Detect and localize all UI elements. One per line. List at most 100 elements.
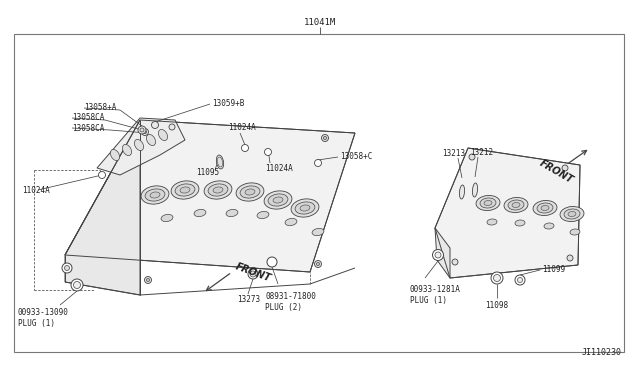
Circle shape xyxy=(562,165,568,171)
Circle shape xyxy=(515,275,525,285)
Text: 13273: 13273 xyxy=(237,295,260,305)
Polygon shape xyxy=(65,120,355,272)
Circle shape xyxy=(250,271,256,277)
Ellipse shape xyxy=(537,203,553,213)
Circle shape xyxy=(141,128,148,135)
Circle shape xyxy=(99,171,106,179)
Polygon shape xyxy=(435,148,580,278)
Ellipse shape xyxy=(159,129,168,141)
Circle shape xyxy=(241,144,248,151)
Circle shape xyxy=(567,255,573,261)
Circle shape xyxy=(518,278,522,282)
Circle shape xyxy=(138,126,146,134)
Text: 00933-1281A
PLUG (1): 00933-1281A PLUG (1) xyxy=(410,285,461,305)
Ellipse shape xyxy=(171,181,199,199)
Ellipse shape xyxy=(560,206,584,222)
Ellipse shape xyxy=(533,201,557,215)
Ellipse shape xyxy=(226,209,238,217)
Text: 11098: 11098 xyxy=(485,301,508,310)
Circle shape xyxy=(491,272,503,284)
Text: 11024A: 11024A xyxy=(228,122,256,131)
Ellipse shape xyxy=(541,205,549,211)
Ellipse shape xyxy=(204,181,232,199)
Circle shape xyxy=(145,276,152,283)
Circle shape xyxy=(264,148,271,155)
Text: 13213: 13213 xyxy=(442,148,465,157)
Ellipse shape xyxy=(544,223,554,229)
Text: 13059+B: 13059+B xyxy=(212,99,244,108)
Circle shape xyxy=(314,160,321,167)
Circle shape xyxy=(140,128,144,132)
Ellipse shape xyxy=(476,195,500,211)
Ellipse shape xyxy=(216,155,223,169)
Ellipse shape xyxy=(487,219,497,225)
Ellipse shape xyxy=(213,187,223,193)
Circle shape xyxy=(71,279,83,291)
Text: 11041M: 11041M xyxy=(304,17,336,26)
Ellipse shape xyxy=(264,191,292,209)
Ellipse shape xyxy=(291,199,319,217)
Text: 13058+A: 13058+A xyxy=(84,103,116,112)
Ellipse shape xyxy=(504,198,528,212)
Ellipse shape xyxy=(141,186,169,204)
Ellipse shape xyxy=(484,201,492,205)
Ellipse shape xyxy=(570,229,580,235)
Circle shape xyxy=(248,269,258,279)
Ellipse shape xyxy=(257,211,269,219)
Circle shape xyxy=(314,260,321,267)
Circle shape xyxy=(62,263,72,273)
Bar xyxy=(14,34,624,352)
Ellipse shape xyxy=(240,186,260,198)
Circle shape xyxy=(147,279,150,282)
Text: FRONT: FRONT xyxy=(538,158,575,186)
Text: 13058CA: 13058CA xyxy=(72,124,104,132)
Ellipse shape xyxy=(515,220,525,226)
Text: 13212: 13212 xyxy=(470,148,493,157)
Ellipse shape xyxy=(122,144,132,155)
Circle shape xyxy=(317,263,319,266)
Ellipse shape xyxy=(111,150,120,161)
Ellipse shape xyxy=(273,197,283,203)
Circle shape xyxy=(493,275,500,282)
Ellipse shape xyxy=(300,205,310,211)
Circle shape xyxy=(143,131,147,134)
Text: 00933-13090
PLUG (1): 00933-13090 PLUG (1) xyxy=(18,308,69,328)
Ellipse shape xyxy=(472,183,477,197)
Ellipse shape xyxy=(568,212,576,217)
Circle shape xyxy=(152,122,159,128)
Ellipse shape xyxy=(208,184,228,196)
Ellipse shape xyxy=(147,134,156,145)
Ellipse shape xyxy=(480,198,496,208)
Ellipse shape xyxy=(218,157,223,167)
Circle shape xyxy=(321,135,328,141)
Ellipse shape xyxy=(460,185,465,199)
Text: 11024A: 11024A xyxy=(265,164,292,173)
Circle shape xyxy=(452,259,458,265)
Ellipse shape xyxy=(150,192,160,198)
Polygon shape xyxy=(65,120,140,295)
Polygon shape xyxy=(435,228,450,278)
Text: 13058CA: 13058CA xyxy=(72,112,104,122)
Text: 13058+C: 13058+C xyxy=(340,151,372,160)
Ellipse shape xyxy=(512,202,520,208)
Ellipse shape xyxy=(194,209,206,217)
Ellipse shape xyxy=(236,183,264,201)
Ellipse shape xyxy=(245,189,255,195)
Circle shape xyxy=(74,282,81,289)
Circle shape xyxy=(169,124,175,130)
Ellipse shape xyxy=(134,140,143,151)
Ellipse shape xyxy=(295,202,315,214)
Ellipse shape xyxy=(180,187,190,193)
Text: 08931-71800
PLUG (2): 08931-71800 PLUG (2) xyxy=(265,292,316,312)
Text: 11024A: 11024A xyxy=(22,186,50,195)
Ellipse shape xyxy=(312,228,324,235)
Ellipse shape xyxy=(564,209,580,219)
Ellipse shape xyxy=(285,218,297,225)
Ellipse shape xyxy=(508,200,524,210)
Circle shape xyxy=(65,266,70,270)
Ellipse shape xyxy=(268,194,288,206)
Circle shape xyxy=(267,257,277,267)
Circle shape xyxy=(433,250,444,260)
Circle shape xyxy=(323,137,326,140)
Circle shape xyxy=(435,252,441,258)
